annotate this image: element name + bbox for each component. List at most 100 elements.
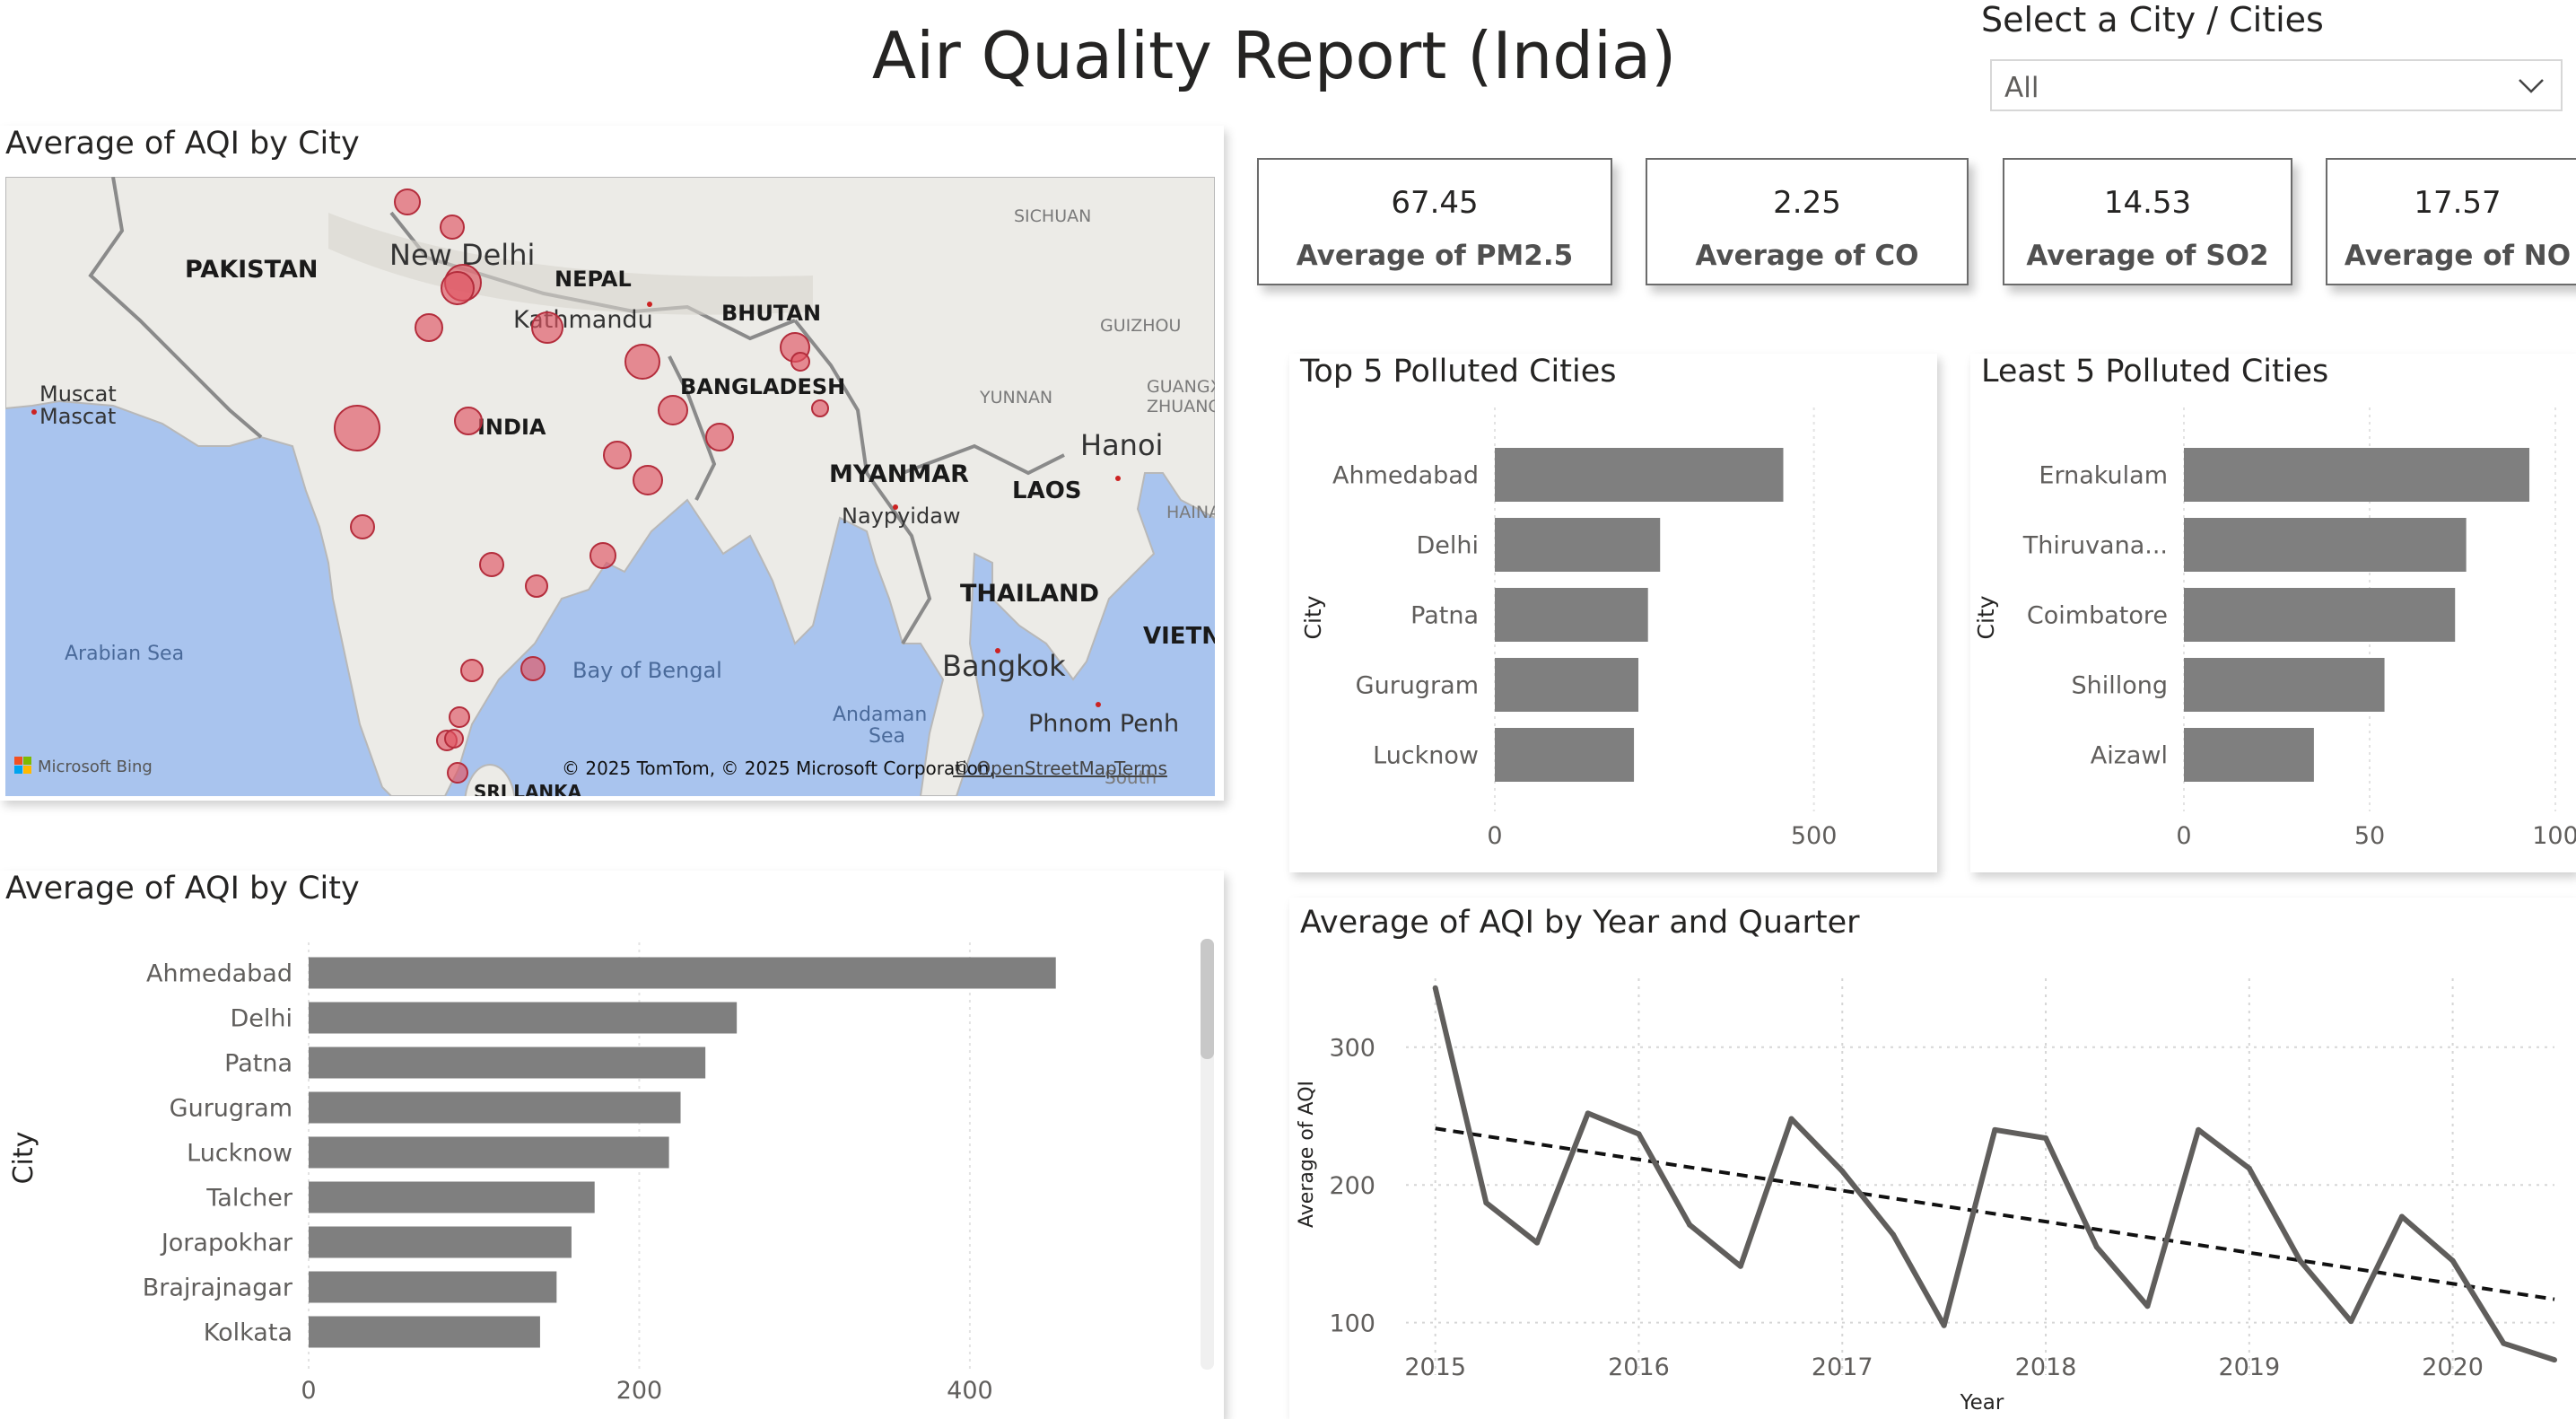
aqi-trend-line-visual[interactable]: Average of AQI by Year and Quarter 100 20…	[1289, 898, 2576, 1419]
bar[interactable]	[309, 1002, 738, 1034]
bar[interactable]	[2184, 658, 2385, 712]
data-point[interactable]	[1737, 1263, 1743, 1269]
least5-polluted-visual[interactable]: Least 5 Polluted Cities Ernakulam Thiruva…	[1970, 354, 2576, 872]
category-label: Lucknow	[187, 1140, 293, 1168]
aqi-by-city-bar-chart[interactable]: Ahmedabad Delhi Patna Gurugram Lucknow Talche…	[0, 871, 1224, 1419]
data-point[interactable]	[1941, 1322, 1947, 1328]
data-point[interactable]	[2398, 1213, 2405, 1220]
data-point[interactable]	[2501, 1340, 2507, 1346]
scrollbar-thumb[interactable]	[1201, 939, 1214, 1059]
data-point[interactable]	[1585, 1110, 1591, 1117]
category-label: Thiruvana...	[2022, 532, 2168, 560]
category-label: Delhi	[1416, 532, 1479, 560]
x-tick-label: 50	[2354, 822, 2385, 850]
data-point[interactable]	[1432, 985, 1438, 991]
data-point[interactable]	[2043, 1135, 2049, 1142]
map-svg[interactable]: PAKISTAN New Delhi NEPAL Kathmandu BHUTA…	[5, 177, 1215, 796]
map-bubble[interactable]	[790, 352, 810, 372]
bar[interactable]	[2184, 518, 2467, 572]
data-point[interactable]	[1788, 1116, 1794, 1122]
bar[interactable]	[1495, 658, 1639, 712]
data-point[interactable]	[2093, 1244, 2100, 1250]
data-point[interactable]	[1636, 1131, 1642, 1137]
map-bubble[interactable]	[441, 271, 475, 305]
aqi-bubbles[interactable]	[334, 188, 829, 784]
map-bubble[interactable]	[531, 311, 563, 344]
city-dot	[31, 409, 37, 415]
bar[interactable]	[309, 1091, 681, 1124]
map-bubble[interactable]	[811, 399, 829, 417]
kpi-value: 17.57	[2414, 185, 2502, 221]
chevron-down-icon	[2519, 79, 2544, 93]
data-point[interactable]	[1534, 1239, 1541, 1246]
data-point[interactable]	[2297, 1257, 2303, 1264]
data-point[interactable]	[1890, 1231, 1896, 1238]
map-bubble[interactable]	[525, 574, 548, 598]
kpi-label: Average of CO	[1695, 240, 1919, 272]
map-bubble[interactable]	[658, 395, 688, 425]
kpi-card-co[interactable]: 2.25 Average of CO	[1646, 158, 1969, 285]
map-bubble[interactable]	[449, 706, 470, 728]
map-bubble[interactable]	[603, 441, 632, 469]
map-bubble[interactable]	[460, 659, 484, 682]
bar[interactable]	[2184, 728, 2314, 782]
map-bubble[interactable]	[633, 465, 663, 495]
data-point[interactable]	[1483, 1200, 1489, 1206]
map-bubble[interactable]	[624, 344, 660, 380]
bar[interactable]	[309, 957, 1056, 989]
bar[interactable]	[309, 1181, 595, 1213]
bar[interactable]	[1495, 518, 1661, 572]
aqi-by-city-bar-visual[interactable]: Average of AQI by City Ahmedabad Delhi Pat…	[0, 871, 1224, 1419]
least5-bar-chart[interactable]: Ernakulam Thiruvana... Coimbatore Shillong A…	[1970, 354, 2576, 872]
bar[interactable]	[309, 1136, 669, 1169]
bar[interactable]	[1495, 728, 1635, 782]
map-bubble[interactable]	[350, 514, 375, 539]
map-label-arabian-sea: Arabian Sea	[65, 643, 184, 665]
bar[interactable]	[309, 1047, 706, 1079]
bar[interactable]	[1495, 448, 1784, 502]
data-point[interactable]	[2144, 1303, 2151, 1310]
data-point[interactable]	[1992, 1126, 1998, 1133]
map-bubble[interactable]	[444, 729, 464, 749]
bar[interactable]	[309, 1271, 557, 1303]
map-bubble[interactable]	[440, 215, 465, 240]
map-bubble[interactable]	[479, 552, 504, 577]
y-tick-label: 100	[1329, 1310, 1375, 1338]
aqi-trend-line-chart[interactable]: 100 200 300 2015 2016 2017 2018 2019 2020 Avera…	[1289, 898, 2576, 1419]
aqi-series-line[interactable]	[1432, 987, 2555, 1362]
bar[interactable]	[2184, 588, 2456, 642]
trend-line	[1435, 1126, 2555, 1301]
map-visual[interactable]: Average of AQI by City PAKISTAN New Delh…	[0, 126, 1224, 801]
bar[interactable]	[2184, 448, 2530, 502]
bing-label: Microsoft Bing	[38, 758, 153, 776]
top5-polluted-visual[interactable]: Top 5 Polluted Cities Ahmedabad Delhi Patn…	[1289, 354, 1937, 872]
data-point[interactable]	[2196, 1126, 2202, 1133]
least5-y-axis-label: City	[1973, 595, 1999, 639]
map-bubble[interactable]	[334, 405, 380, 451]
map-bubble[interactable]	[589, 542, 616, 569]
bar[interactable]	[309, 1316, 540, 1348]
kpi-card-no[interactable]: 17.57 Average of NO	[2326, 158, 2576, 285]
kpi-card-so2[interactable]: 14.53 Average of SO2	[2003, 158, 2292, 285]
kpi-card-pm25[interactable]: 67.45 Average of PM2.5	[1257, 158, 1612, 285]
top5-bar-chart[interactable]: Ahmedabad Delhi Patna Gurugram Lucknow 0 500 C…	[1289, 354, 1937, 872]
map-bubble[interactable]	[705, 423, 734, 451]
data-point[interactable]	[1687, 1222, 1693, 1228]
map-bubble[interactable]	[415, 313, 443, 342]
bar[interactable]	[309, 1226, 572, 1258]
bar[interactable]	[1495, 588, 1648, 642]
city-slicer-dropdown[interactable]: All	[1990, 59, 2563, 111]
data-point[interactable]	[2552, 1357, 2557, 1363]
data-point[interactable]	[2348, 1318, 2354, 1325]
openstreetmap-link[interactable]: © OpenStreetMap	[953, 758, 1117, 779]
map-bubble[interactable]	[447, 762, 468, 784]
data-point[interactable]	[1839, 1168, 1846, 1174]
map-bubble[interactable]	[520, 656, 546, 681]
terms-link[interactable]: Terms	[1113, 758, 1167, 779]
map-canvas[interactable]: PAKISTAN New Delhi NEPAL Kathmandu BHUTA…	[5, 177, 1215, 796]
map-bubble[interactable]	[454, 407, 483, 435]
map-label-muscat: Muscat	[39, 381, 117, 407]
map-bubble[interactable]	[394, 188, 421, 215]
data-point[interactable]	[2449, 1257, 2456, 1264]
data-point[interactable]	[2246, 1165, 2252, 1171]
